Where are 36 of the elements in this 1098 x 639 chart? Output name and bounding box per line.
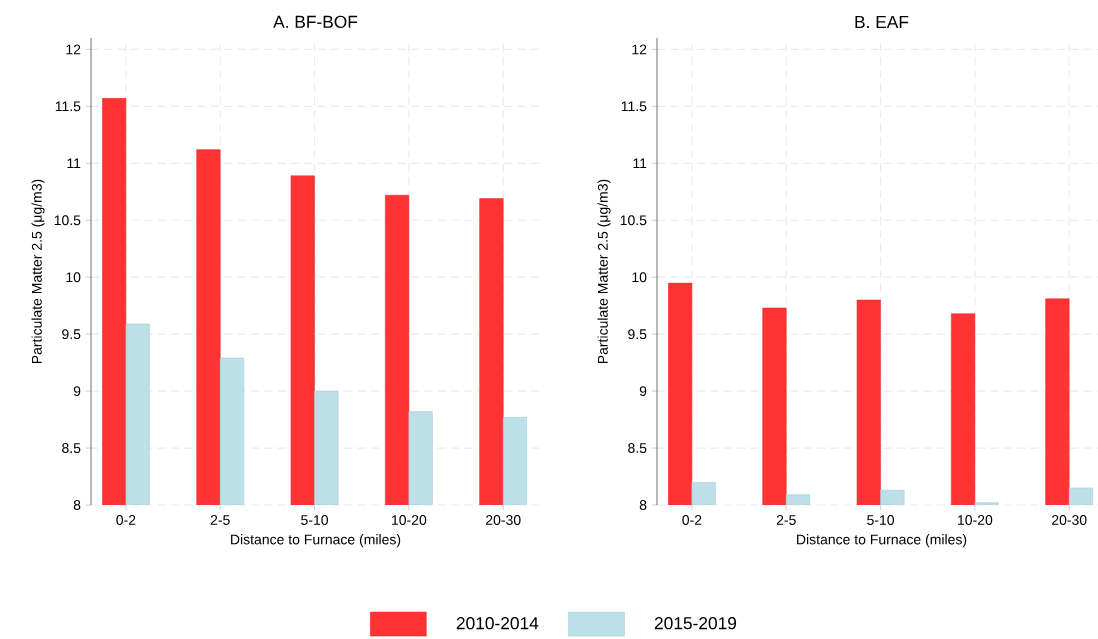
x-tick-label: 10-20: [958, 515, 993, 525]
y-tick-label: 9: [73, 386, 81, 397]
x-tick-label: 20-30: [1052, 515, 1087, 525]
y-tick-label: 11: [633, 158, 647, 169]
y-tick-label: 9.5: [628, 329, 647, 340]
x-tick-label: 0-2: [682, 515, 702, 525]
y-tick-label: 11.5: [621, 101, 647, 112]
y-tick-label: 11: [67, 158, 81, 169]
x-tick-label: 2-5: [210, 515, 230, 525]
x-tick-label: 5-10: [867, 515, 895, 525]
x-tick-label: 0-2: [116, 515, 136, 525]
legend-label: 2015-2019: [654, 617, 737, 630]
x-axis-title: Distance to Furnace (miles): [797, 534, 967, 548]
y-tick-label: 12: [66, 44, 81, 55]
x-tick-label: 5-10: [301, 515, 329, 525]
x-tick-label: 20-30: [486, 515, 521, 525]
y-tick-label: 8.5: [628, 443, 647, 454]
y-axis-title: Particulate Matter 2.5 (μg/m3): [31, 179, 45, 364]
y-axis-title: Particulate Matter 2.5 (μg/m3): [597, 179, 611, 364]
x-axis-title: Distance to Furnace (miles): [231, 534, 401, 548]
y-tick-label: 12: [632, 44, 647, 55]
chart-title: B. EAF: [855, 16, 909, 28]
legend-label: 2010-2014: [456, 617, 539, 630]
y-tick-label: 9: [639, 386, 647, 397]
x-tick-label: 2-5: [776, 515, 796, 525]
y-tick-label: 11.5: [55, 101, 81, 112]
y-tick-label: 9.5: [62, 329, 81, 340]
y-tick-label: 8: [639, 500, 647, 510]
y-tick-label: 10: [632, 272, 647, 283]
x-tick-label: 10-20: [392, 515, 427, 525]
y-tick-label: 8.5: [62, 443, 81, 454]
y-tick-label: 10.5: [54, 215, 81, 226]
y-tick-label: 10.5: [620, 215, 647, 226]
chart-title: A. BF-BOF: [273, 15, 358, 28]
y-tick-label: 10: [66, 272, 81, 283]
y-tick-label: 8: [73, 500, 81, 510]
